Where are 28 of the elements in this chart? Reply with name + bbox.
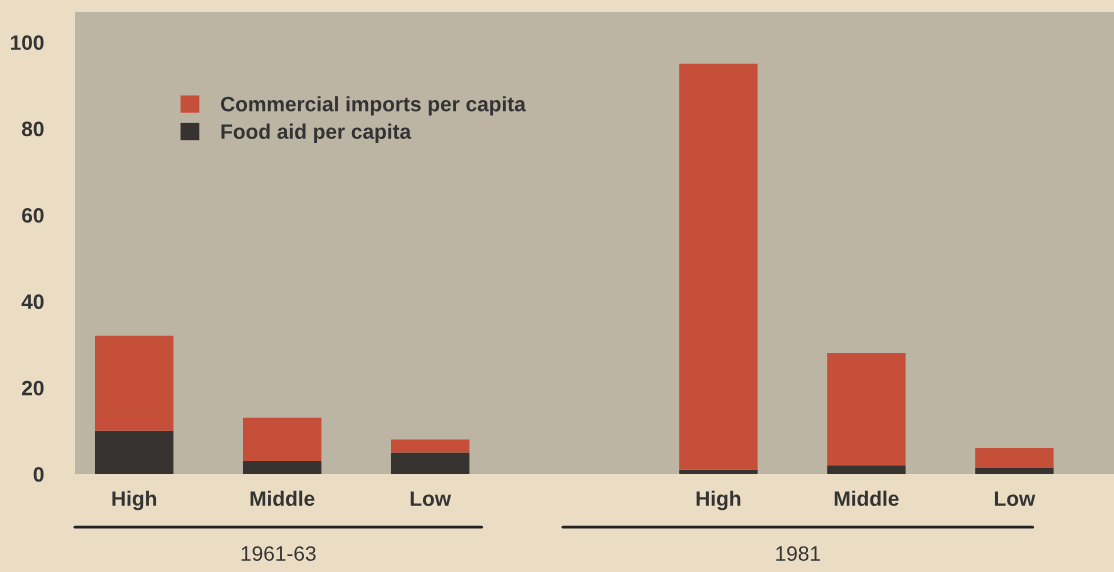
bar (827, 465, 906, 474)
bar (975, 448, 1054, 468)
y-tick-label: 100 (11, 35, 44, 50)
x-axis-title: 1981 (776, 546, 820, 561)
y-tick-label: 60 (22, 207, 44, 223)
bar (390, 452, 470, 474)
bar (679, 469, 758, 474)
y-tick-label: 0 (33, 467, 44, 482)
y-tick-label: 80 (21, 121, 44, 137)
bar (242, 417, 322, 462)
legend-label: Commercial imports per capita (220, 96, 526, 116)
bar (242, 461, 322, 474)
y-tick-label: 20 (22, 380, 44, 396)
x-tick-label: Middle (834, 490, 899, 506)
bar (827, 353, 906, 466)
x-tick-label: High (696, 490, 741, 511)
x-tick-label: Low (994, 491, 1036, 506)
bar (975, 467, 1054, 474)
x-tick-label: Low (410, 491, 452, 506)
legend-label: Food aid per capita (221, 123, 412, 144)
bar (390, 439, 470, 453)
x-tick-label: High (112, 490, 157, 511)
bar (679, 63, 758, 470)
bar (94, 430, 174, 474)
x-tick-label: Middle (250, 490, 315, 506)
x-axis-title: 1961-63 (241, 546, 316, 561)
bar (94, 335, 174, 431)
y-tick-label: 40 (21, 294, 44, 310)
